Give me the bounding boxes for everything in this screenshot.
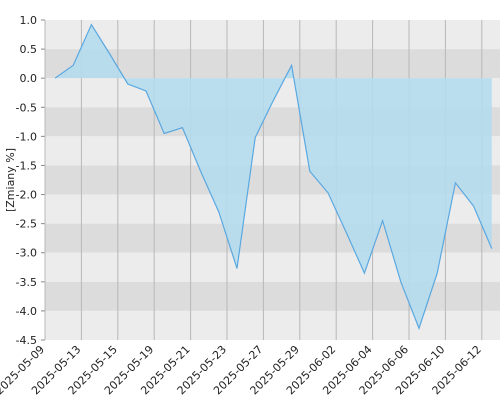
y-tick-label: -3.5 xyxy=(16,276,37,289)
area-line xyxy=(54,23,493,331)
y-tick-label: -1.5 xyxy=(16,159,37,172)
y-tick-label: -0.5 xyxy=(16,101,37,114)
stripe xyxy=(45,20,500,50)
y-tick-label: -3.0 xyxy=(16,247,37,260)
area-fill xyxy=(55,24,492,329)
y-tick-label: -1.0 xyxy=(16,130,37,143)
y-axis-label: [Zmiany %] xyxy=(4,148,17,212)
y-tick-label: 0.5 xyxy=(20,43,38,56)
y-tick-label: -2.0 xyxy=(16,189,37,202)
y-tick-label: -2.5 xyxy=(16,218,37,231)
stripe xyxy=(45,310,500,340)
y-tick-label: 1.0 xyxy=(20,14,38,27)
y-tick-label: 0.0 xyxy=(20,72,38,85)
y-tick-label: -4.0 xyxy=(16,305,37,318)
y-tick-label: -4.5 xyxy=(16,334,37,347)
